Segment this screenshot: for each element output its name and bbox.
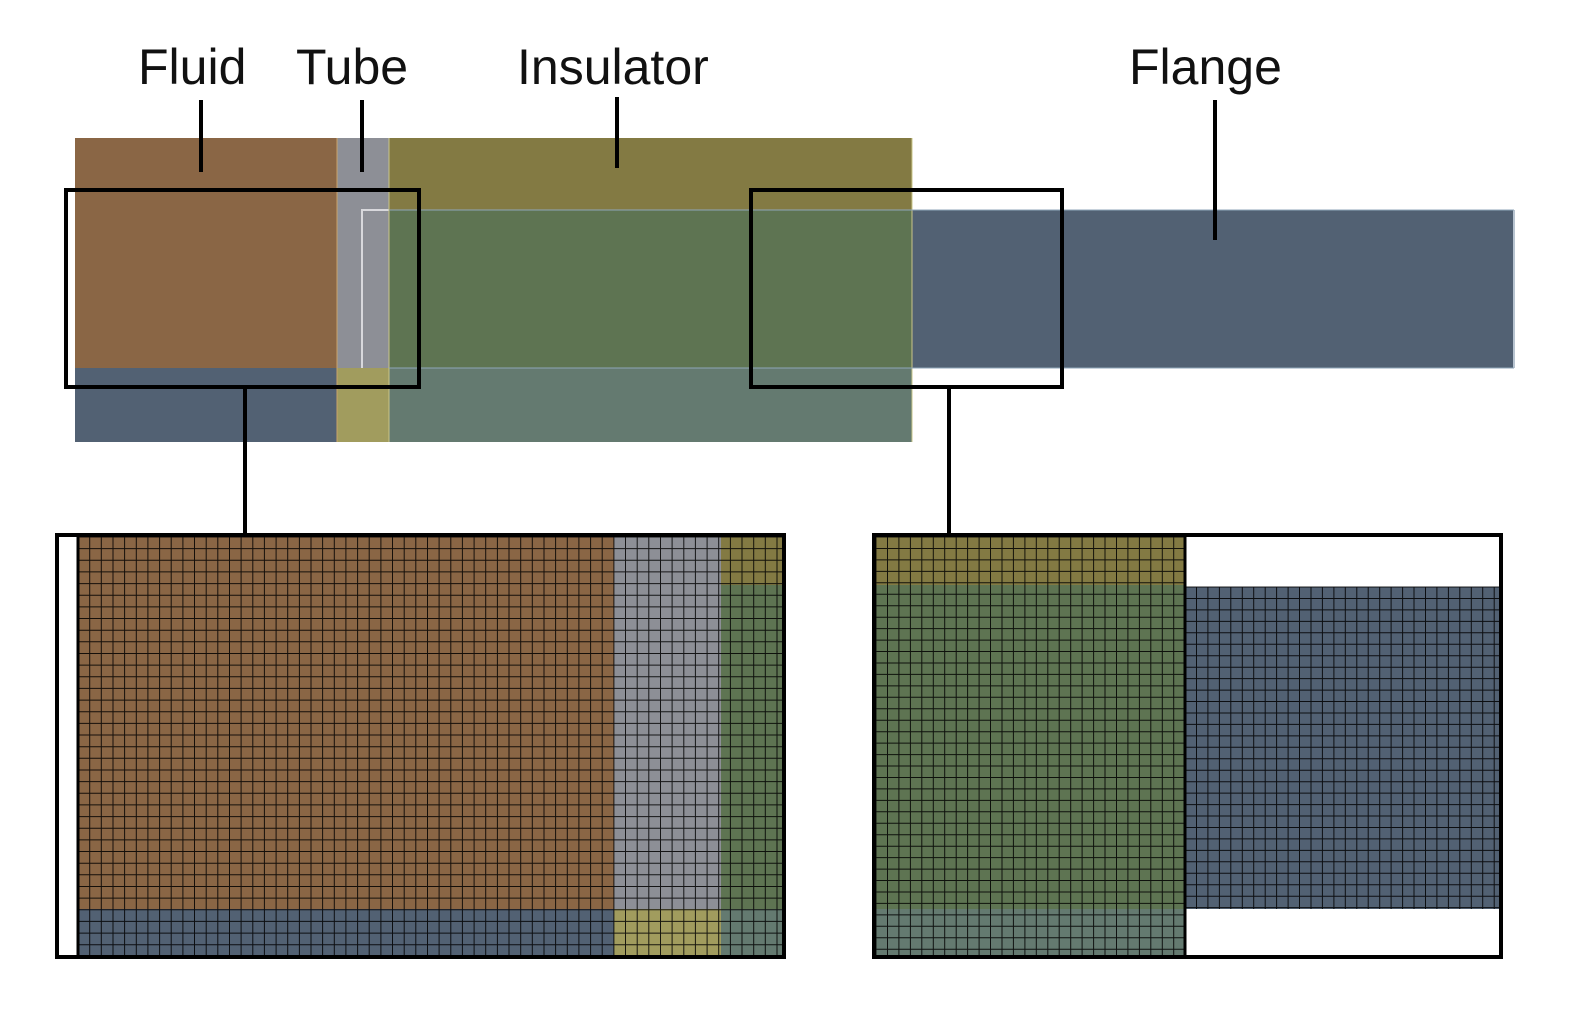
zoom-frames: [64, 188, 1064, 537]
detail-panel-left: [55, 533, 786, 959]
label-flange: Flange: [1129, 39, 1282, 95]
insulator-top-region: [389, 138, 912, 210]
overview-geometry: [75, 138, 1515, 442]
detail-right-insulator-bottom: [876, 909, 1185, 956]
labels: Fluid Tube Insulator Flange: [138, 39, 1282, 240]
zoom-frame-left: [64, 188, 421, 389]
fluid-region: [75, 138, 337, 368]
label-insulator: Insulator: [517, 39, 709, 95]
label-fluid: Fluid: [138, 39, 246, 95]
fluid-bottom-region: [75, 368, 337, 442]
insulator-mid-region: [389, 210, 912, 368]
detail-right-insulator-top: [876, 537, 1185, 585]
detail-left-insulator-bottom: [721, 909, 782, 956]
detail-left-frame: [55, 533, 786, 959]
tube-bottom-region: [337, 368, 389, 442]
detail-left-insulator-top: [721, 537, 782, 585]
tube-inner-line: [361, 209, 389, 368]
detail-left-tube-bottom: [614, 909, 721, 956]
detail-right-frame: [872, 533, 1503, 959]
detail-right-insulator-mid: [876, 585, 1185, 909]
zoom-frame-right: [749, 188, 1064, 389]
label-tube: Tube: [296, 39, 408, 95]
detail-panel-right: [872, 533, 1503, 959]
insulator-bottom-region: [389, 368, 912, 442]
detail-right-flange: [1185, 587, 1499, 909]
